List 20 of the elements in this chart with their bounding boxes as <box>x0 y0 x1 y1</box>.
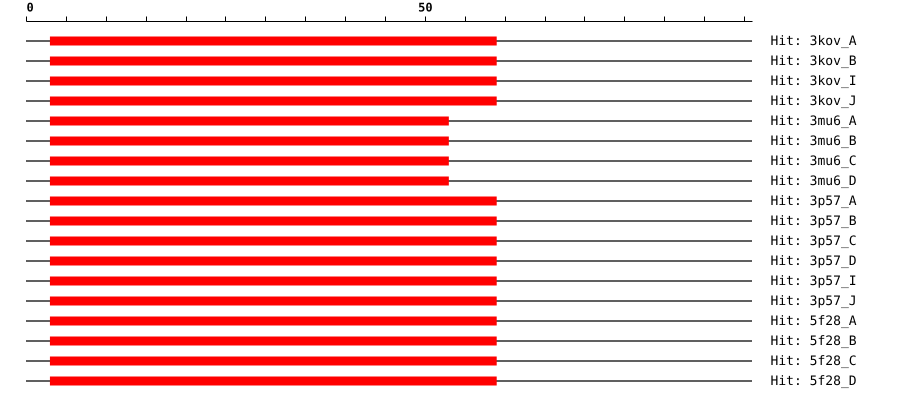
y-tick-label: Hit: 3mu6_A <box>770 114 857 129</box>
y-tick-label: Hit: 3mu6_C <box>770 154 857 169</box>
y-tick-label: Hit: 3p57_J <box>770 294 857 309</box>
y-tick-label: Hit: 3p57_C <box>770 234 857 249</box>
x-tick-label: 0 <box>26 0 34 14</box>
y-tick-label: Hit: 3kov_B <box>770 54 857 69</box>
x-tick-label: 50 <box>418 0 433 14</box>
y-tick-label: Hit: 3p57_I <box>770 274 857 289</box>
y-tick-label: Hit: 5f28_D <box>770 374 857 389</box>
y-tick-label: Hit: 5f28_B <box>770 334 857 349</box>
y-tick-label: Hit: 5f28_C <box>770 354 857 369</box>
y-tick-label: Hit: 3kov_J <box>770 94 857 109</box>
y-tick-label: Hit: 3p57_B <box>770 214 857 229</box>
y-tick-label: Hit: 3mu6_B <box>770 134 857 149</box>
y-tick-label: Hit: 3p57_A <box>770 194 857 209</box>
y-tick-label: Hit: 3p57_D <box>770 254 857 269</box>
y-tick-label: Hit: 3mu6_D <box>770 174 857 189</box>
y-tick-label: Hit: 5f28_A <box>770 314 857 329</box>
y-tick-label: Hit: 3kov_A <box>770 34 857 49</box>
y-tick-label: Hit: 3kov_I <box>770 74 857 89</box>
